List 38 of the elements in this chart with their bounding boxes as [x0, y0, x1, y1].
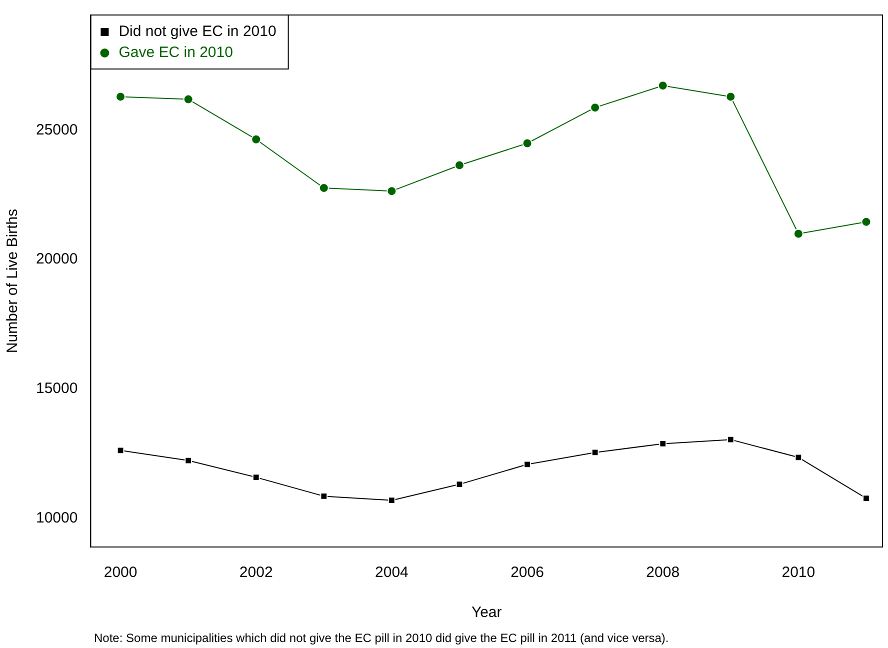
y-tick-label: 25000: [36, 121, 78, 138]
point: [726, 436, 734, 444]
point: [522, 138, 532, 148]
point: [386, 186, 397, 196]
text: Note: Some municipalities which did not give the EC pill in 2010 did give the EC pill in 2011 (and vice versa).: [94, 631, 669, 645]
point: [116, 92, 126, 102]
x-tick-label: 2000: [104, 564, 138, 582]
point: [318, 182, 329, 193]
y-tick-label: 10000: [36, 509, 78, 526]
point: [794, 454, 802, 462]
point: [659, 440, 667, 448]
point: [726, 92, 736, 102]
x-axis-title: Year: [471, 604, 502, 622]
point: [861, 216, 872, 227]
point: [456, 480, 464, 488]
point: [454, 160, 464, 170]
x-tick-label: 2006: [510, 564, 544, 582]
y-tick-label: 15000: [36, 380, 78, 398]
point: [252, 474, 260, 481]
point: [658, 80, 668, 91]
y-tick-label: 20000: [36, 250, 78, 268]
point: [251, 134, 262, 144]
x-tick-label: 2010: [782, 564, 816, 582]
point: [524, 460, 531, 468]
x-tick-label: 2008: [646, 564, 680, 582]
point: [591, 448, 599, 456]
x-tick-label: 2004: [375, 564, 408, 582]
point: [590, 102, 600, 113]
point: [793, 228, 804, 239]
y-axis-title: Number of Live Births: [4, 208, 22, 354]
point: [184, 456, 192, 464]
x-tick-label: 2002: [239, 564, 273, 582]
point: [862, 494, 870, 502]
point: [116, 446, 124, 454]
point: [183, 94, 194, 104]
legend-label: Gave EC in 2010: [118, 44, 233, 62]
point: [320, 492, 328, 500]
legend-label: Did not give EC in 2010: [118, 23, 276, 40]
